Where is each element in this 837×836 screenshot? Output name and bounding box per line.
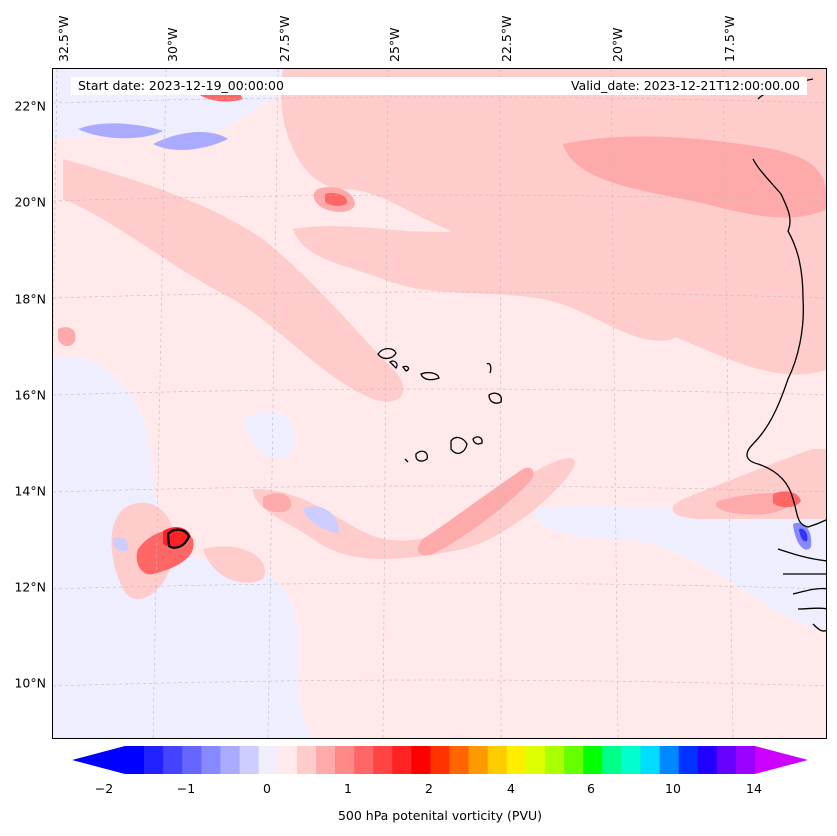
potential-vorticity-field <box>53 69 826 738</box>
colorbar-cell <box>315 746 336 774</box>
colorbar-cell <box>258 746 279 774</box>
colorbar-cell <box>335 746 355 774</box>
longitude-label-25w: 25°W <box>387 27 402 62</box>
colorbar-cell <box>125 746 145 774</box>
latitude-label-20n: 20°N <box>14 194 46 210</box>
latitude-label-16n: 16°N <box>14 387 46 403</box>
colorbar-cell <box>506 746 527 774</box>
colorbar-cell <box>735 746 756 774</box>
colorbar-cell <box>583 746 603 774</box>
colorbar-cell <box>144 746 164 774</box>
colorbar-extend-high <box>755 746 808 774</box>
colorbar-tick-2: 2 <box>425 781 433 796</box>
colorbar-extend-low <box>72 746 125 774</box>
colorbar-tick-1: 1 <box>344 781 352 796</box>
colorbar-cell <box>277 746 298 774</box>
colorbar-tick-10: 10 <box>665 781 681 796</box>
map-panel[interactable] <box>52 68 827 739</box>
longitude-label-22-5w: 22.5°W <box>499 15 514 62</box>
colorbar-cell <box>239 746 259 774</box>
colorbar-cell <box>449 746 469 774</box>
colorbar-cell <box>354 746 374 774</box>
colorbar-tick-14: 14 <box>746 781 762 796</box>
colorbar-tick--2: −2 <box>94 781 114 796</box>
moderate-positive-pv-regions <box>58 136 826 556</box>
longitude-label-17-5w: 17.5°W <box>722 15 737 62</box>
colorbar-cell <box>525 746 546 774</box>
colorbar-cell <box>220 746 240 774</box>
longitude-label-30w: 30°W <box>165 27 180 62</box>
longitude-label-32-5w: 32.5°W <box>56 15 71 62</box>
start-date-label: Start date: 2023-12-19_00:00:00 <box>71 77 438 95</box>
colorbar-cells <box>125 746 756 774</box>
colorbar-cell <box>602 746 622 774</box>
colorbar-label: 500 hPa potenital vorticity (PVU) <box>337 808 543 823</box>
colorbar-cell <box>163 746 183 774</box>
latitude-label-18n: 18°N <box>14 291 46 307</box>
longitude-label-27-5w: 27.5°W <box>277 15 292 62</box>
map-gridlines <box>53 69 826 738</box>
colorbar-cell <box>697 746 718 774</box>
colorbar-cell <box>392 746 412 774</box>
colorbar-cell <box>411 746 431 774</box>
latitude-label-12n: 12°N <box>14 579 46 595</box>
colorbar-cell <box>296 746 317 774</box>
colorbar-cell <box>468 746 489 774</box>
valid-date-label: Valid_date: 2023-12-21T12:00:00.00 <box>430 77 807 95</box>
colorbar-cell <box>545 746 565 774</box>
latitude-label-22n: 22°N <box>14 98 46 114</box>
colorbar-cell <box>182 746 202 774</box>
colorbar-tick-0: 0 <box>263 781 271 796</box>
colorbar-cell <box>487 746 508 774</box>
colorbar-cell <box>430 746 450 774</box>
colorbar-tick-4: 4 <box>507 781 515 796</box>
colorbar-tick--1: −1 <box>176 781 196 796</box>
latitude-label-14n: 14°N <box>14 483 46 499</box>
colorbar-tick-6: 6 <box>587 781 595 796</box>
colorbar-cell <box>659 746 679 774</box>
colorbar-cell <box>678 746 699 774</box>
longitude-label-20w: 20°W <box>610 27 625 62</box>
colorbar-cell <box>621 746 641 774</box>
latitude-label-10n: 10°N <box>14 675 46 691</box>
colorbar-cell <box>716 746 737 774</box>
colorbar-cell <box>640 746 660 774</box>
colorbar-cell <box>373 746 393 774</box>
colorbar <box>72 746 808 774</box>
colorbar-cell <box>564 746 584 774</box>
colorbar-cell <box>201 746 221 774</box>
negative-pv-streaks <box>78 123 812 552</box>
